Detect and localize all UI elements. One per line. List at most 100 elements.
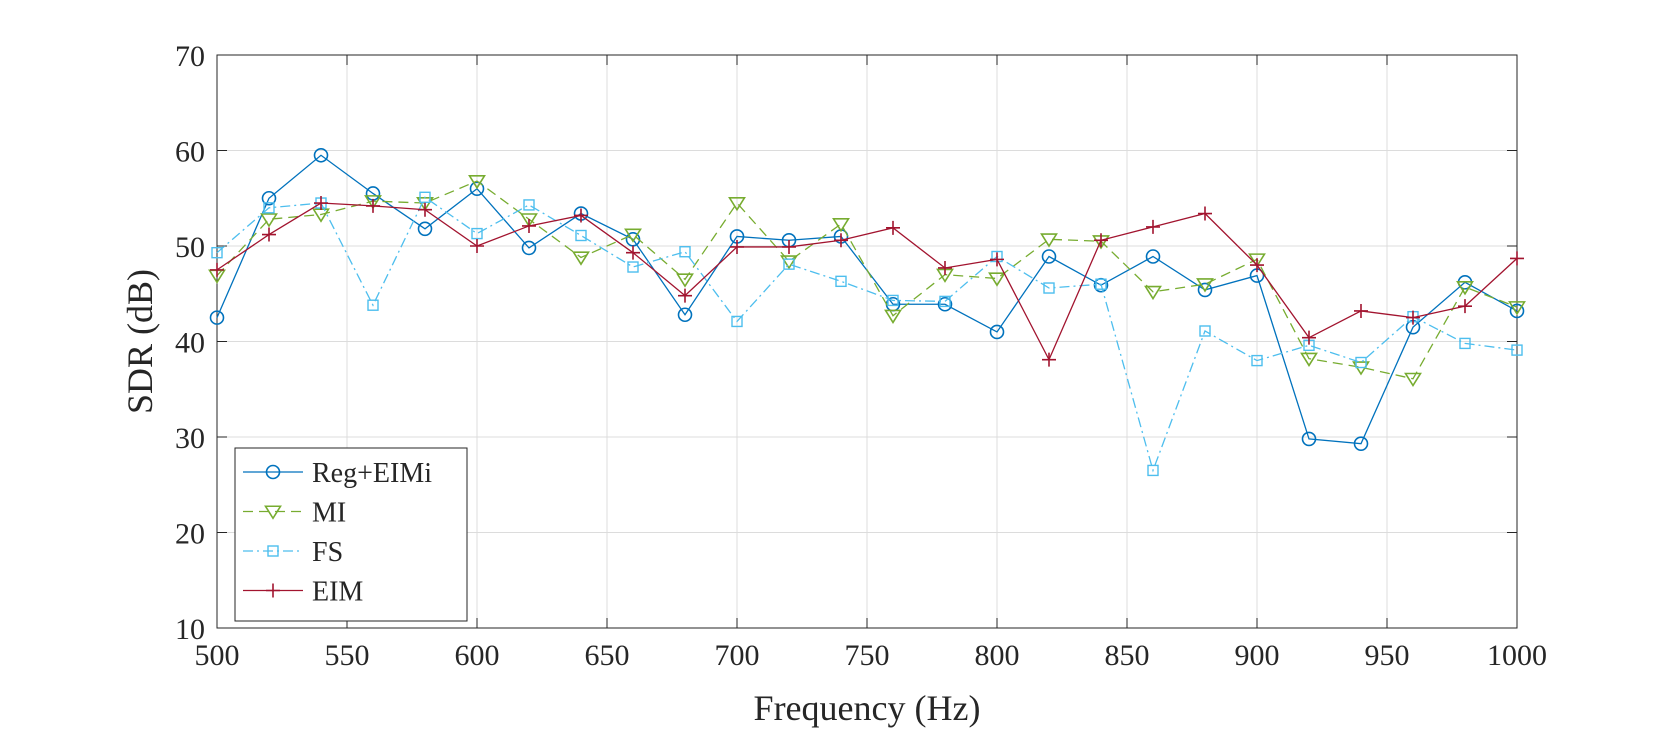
x-tick-label: 550 [325, 639, 370, 672]
y-tick-label: 70 [175, 40, 205, 73]
data-point-reg-eimi [1197, 282, 1213, 298]
series-line-fs [216, 196, 1518, 473]
data-point-mi [676, 273, 694, 288]
data-point-fs [1355, 356, 1367, 369]
data-point-fs [835, 275, 847, 288]
x-tick-label: 1000 [1487, 639, 1547, 672]
data-point-eim [314, 196, 328, 211]
data-point-fs [1199, 325, 1211, 337]
legend-label-reg-eimi: Reg+EIMi [312, 458, 432, 489]
data-point-mi [312, 208, 330, 223]
y-tick-label: 20 [175, 518, 205, 551]
data-point-eim [470, 239, 484, 253]
data-point-reg-eimi [1145, 249, 1161, 264]
data-point-fs [1511, 344, 1523, 356]
data-point-eim [522, 218, 536, 233]
data-point-eim [678, 288, 692, 303]
data-point-reg-eimi [1041, 249, 1057, 264]
data-point-eim [1354, 303, 1368, 318]
data-point-eim [886, 220, 900, 235]
x-tick-label: 600 [455, 639, 500, 672]
x-tick-label: 900 [1235, 639, 1280, 672]
data-point-reg-eimi [261, 190, 277, 206]
data-point-mi [260, 213, 278, 228]
data-point-fs [211, 246, 223, 259]
y-tick-label: 50 [175, 231, 205, 264]
data-point-mi [1040, 233, 1058, 248]
data-point-eim [574, 208, 588, 223]
x-tick-label: 500 [195, 639, 240, 672]
data-point-fs [627, 261, 639, 273]
data-point-eim [1042, 352, 1056, 367]
data-point-eim [834, 233, 848, 248]
x-tick-label: 700 [715, 639, 760, 672]
data-point-fs [939, 295, 951, 308]
data-point-fs [887, 294, 899, 307]
legend-marker-fs [267, 545, 279, 557]
series-group [208, 147, 1526, 477]
data-point-mi [520, 213, 538, 228]
data-point-fs [1459, 337, 1471, 350]
data-point-eim [418, 202, 432, 217]
data-point-eim [1094, 233, 1108, 248]
x-tick-label: 650 [585, 639, 630, 672]
data-point-eim [1406, 310, 1420, 325]
data-point-fs [783, 258, 795, 270]
data-point-fs [471, 227, 483, 240]
data-point-eim [1146, 219, 1160, 234]
data-point-reg-eimi [417, 221, 433, 237]
x-tick-label: 750 [845, 639, 890, 672]
data-point-reg-eimi [521, 240, 537, 256]
data-point-mi [728, 196, 746, 212]
data-point-fs [523, 199, 535, 211]
series-eim [210, 196, 1524, 367]
data-point-fs [1147, 464, 1159, 477]
data-point-eim [730, 239, 744, 254]
data-point-mi [1248, 253, 1266, 268]
legend-label-eim: EIM [312, 577, 363, 608]
data-point-reg-eimi [1509, 303, 1525, 319]
data-point-mi [1404, 372, 1422, 388]
data-point-mi [1456, 281, 1474, 296]
data-point-eim [938, 260, 952, 275]
y-tick-label: 30 [175, 422, 205, 455]
legend-marker-mi [264, 505, 282, 520]
data-point-mi [1196, 278, 1214, 293]
data-point-fs [1043, 282, 1055, 294]
data-point-mi [884, 309, 902, 324]
data-point-mi [468, 175, 486, 190]
data-point-mi [988, 272, 1006, 287]
data-point-fs [1095, 278, 1107, 290]
x-tick-label: 850 [1105, 639, 1150, 672]
data-point-eim [210, 262, 224, 277]
data-point-eim [262, 227, 276, 242]
y-axis-label: SDR (dB) [120, 269, 160, 414]
y-tick-label: 60 [175, 136, 205, 169]
data-point-fs [575, 229, 587, 242]
data-point-fs [263, 202, 275, 214]
data-point-reg-eimi [989, 324, 1005, 340]
series-line-mi [216, 180, 1518, 380]
legend-label-mi: MI [312, 498, 346, 529]
data-point-fs [731, 315, 743, 328]
data-point-fs [367, 299, 379, 311]
data-point-mi [780, 255, 798, 270]
series-line-eim [216, 202, 1518, 362]
legend-marker-eim [266, 583, 280, 598]
data-point-reg-eimi [1353, 436, 1369, 451]
data-point-reg-eimi [937, 296, 953, 312]
data-point-eim [1510, 251, 1524, 266]
data-point-reg-eimi [1301, 431, 1317, 447]
data-point-fs [1251, 354, 1263, 367]
data-point-mi [1300, 352, 1318, 367]
data-point-eim [626, 245, 640, 260]
data-point-eim [990, 252, 1004, 267]
data-point-reg-eimi [313, 147, 329, 163]
data-point-reg-eimi [677, 307, 693, 323]
x-tick-label: 950 [1365, 639, 1410, 672]
data-point-mi [624, 228, 642, 243]
x-tick-label: 800 [975, 639, 1020, 672]
x-axis-label: Frequency (Hz) [754, 688, 981, 728]
data-point-eim [1302, 330, 1316, 345]
